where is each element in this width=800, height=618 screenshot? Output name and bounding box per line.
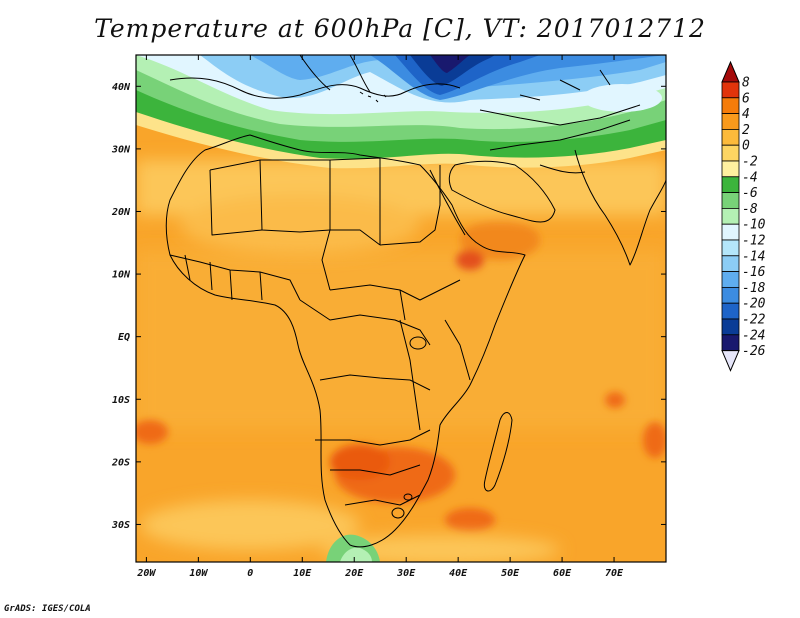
colorbar-box (721, 81, 740, 99)
colorbar-label: 2 (742, 123, 750, 138)
colorbar-box (721, 302, 740, 320)
colorbar-box (721, 318, 740, 336)
colorbar-box (721, 128, 740, 146)
colorbar-box (721, 113, 740, 130)
colorbar-box (721, 144, 740, 162)
colorbar-label: -14 (742, 249, 765, 264)
colorbar-box (721, 255, 740, 273)
colorbar-box (721, 223, 740, 241)
lon-tick-label: 50E (501, 568, 520, 579)
lon-tick-label: 20E (344, 568, 364, 579)
lon-tick-label: 10W (189, 568, 208, 579)
colorbar-label: 4 (742, 107, 750, 122)
lat-tick-label: 10N (112, 270, 131, 281)
cool-patches (136, 160, 666, 562)
software-credit: GrADS: IGES/COLA (4, 604, 91, 614)
colorbar-box (721, 286, 740, 304)
lat-tick-label: 30N (111, 144, 131, 155)
colorbar-boxes (721, 60, 740, 372)
colorbar-label: -6 (742, 186, 758, 201)
lat-tick-label: 20N (111, 207, 131, 218)
colorbar-box (721, 192, 740, 209)
lon-tick-label: 70E (605, 568, 624, 579)
colorbar-label: -16 (742, 265, 766, 280)
chart-title: Temperature at 600hPa [C], VT: 201701271… (94, 14, 706, 43)
lat-tick-label: 20S (111, 457, 130, 468)
colorbar-label: -10 (742, 218, 766, 233)
lon-tick-label: 10E (293, 568, 312, 579)
colorbar-label: -24 (742, 328, 765, 343)
colorbar-box (721, 97, 740, 115)
lat-tick-label: EQ (118, 332, 130, 343)
colorbar-label: 8 (742, 76, 750, 91)
plot-frame (135, 54, 667, 563)
lat-tick-label: 30S (111, 520, 130, 531)
temperature-field (136, 55, 666, 562)
coastlines (165, 55, 666, 548)
colorbar-label: -8 (742, 202, 758, 217)
warm-pockets (136, 220, 666, 532)
colorbar-box (721, 207, 740, 225)
colorbar-label: 6 (742, 91, 750, 106)
colorbar-box (721, 176, 740, 194)
colorbar-label: 0 (742, 139, 750, 154)
colorbar-top-arrow (721, 60, 740, 83)
lat-tick-label: 40N (112, 82, 131, 93)
colorbar-label: -26 (742, 344, 766, 359)
colorbar-box (721, 160, 740, 178)
longitude-axis: 20W 10W 0 10E 20E 30E 40E 50E 60E 70E (136, 55, 624, 579)
colorbar-bottom-arrow (721, 350, 740, 372)
colorbar-box (721, 271, 740, 288)
lon-tick-label: 60E (553, 568, 572, 579)
colorbar-label: -20 (742, 297, 766, 312)
lon-tick-label: 0 (247, 568, 253, 579)
lon-tick-label: 20W (136, 568, 156, 579)
lat-tick-label: 10S (112, 395, 130, 406)
colorbar-label: -22 (742, 313, 766, 328)
colorbar-box (721, 239, 740, 257)
colorbar-label: -2 (742, 155, 758, 170)
colorbar-label: -4 (742, 170, 758, 185)
cold-north (136, 55, 666, 169)
latitude-axis: 40N 30N 20N 10N EQ 10S 20S 30S (111, 82, 666, 531)
lon-tick-label: 30E (396, 568, 416, 579)
colorbar-box (721, 334, 740, 351)
colorbar-label: -12 (742, 234, 766, 249)
colorbar-label: -18 (742, 281, 766, 296)
lon-tick-label: 40E (449, 568, 468, 579)
